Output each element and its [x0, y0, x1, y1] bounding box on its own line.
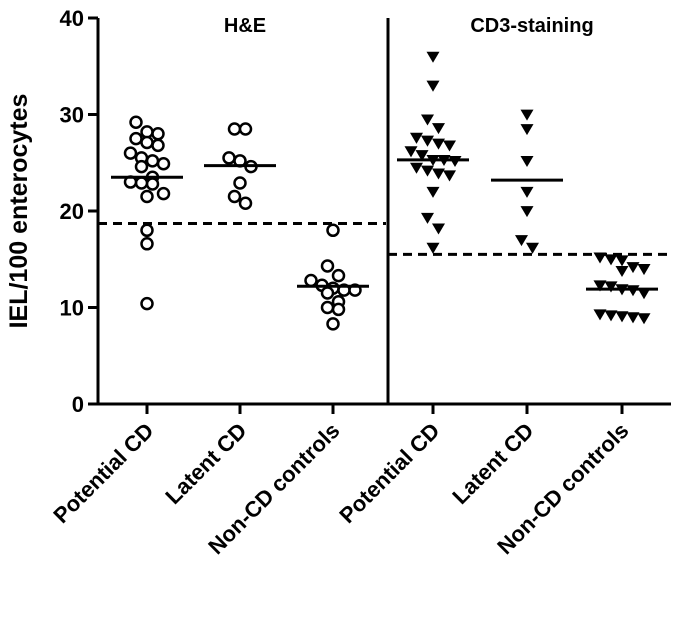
data-point — [604, 310, 618, 322]
data-point — [432, 138, 445, 150]
data-point — [593, 252, 607, 264]
data-point — [320, 300, 335, 315]
data-point — [304, 273, 318, 288]
data-point — [415, 150, 429, 162]
data-point — [426, 51, 440, 63]
data-point — [331, 268, 346, 283]
data-point — [151, 138, 165, 153]
x-tick-label: Latent CD — [160, 418, 251, 509]
data-point — [156, 156, 171, 171]
y-tick-label: 40 — [60, 6, 84, 31]
data-point — [227, 122, 242, 136]
data-point — [604, 281, 618, 293]
data-point — [123, 146, 138, 160]
data-point — [637, 313, 651, 325]
data-point — [615, 311, 629, 323]
y-axis-label: IEL/100 enterocytes — [5, 94, 33, 329]
data-point — [526, 242, 539, 254]
data-point — [615, 265, 629, 278]
panel-title: H&E — [224, 15, 266, 37]
data-point — [410, 162, 423, 174]
data-point — [326, 317, 340, 331]
data-point — [331, 302, 346, 317]
data-point — [426, 186, 440, 198]
data-point — [421, 212, 434, 224]
data-point — [448, 155, 462, 167]
data-point — [615, 255, 629, 267]
y-tick-label: 0 — [72, 392, 84, 417]
data-point — [129, 131, 143, 146]
data-point — [145, 154, 160, 168]
y-tick-label: 10 — [60, 296, 84, 321]
y-tick-label: 20 — [60, 199, 84, 224]
data-point — [233, 176, 247, 190]
data-point — [320, 286, 335, 300]
data-point — [140, 237, 154, 251]
data-point — [515, 235, 528, 247]
x-tick-label: Potential CD — [334, 418, 444, 528]
data-point — [604, 254, 618, 266]
data-point — [520, 124, 534, 136]
data-point — [134, 176, 149, 190]
data-point — [140, 135, 154, 150]
data-point — [140, 296, 154, 311]
data-point — [626, 285, 640, 297]
data-point — [626, 312, 640, 324]
data-point — [320, 259, 335, 273]
data-point — [134, 159, 149, 174]
data-point — [593, 309, 607, 321]
data-point — [520, 206, 534, 218]
data-point — [238, 122, 253, 136]
data-point — [156, 186, 171, 201]
data-point — [129, 115, 143, 129]
data-point — [404, 146, 418, 158]
data-point — [421, 135, 434, 147]
data-point — [520, 155, 534, 167]
data-point — [637, 264, 651, 276]
data-point — [432, 223, 445, 235]
data-point — [421, 165, 434, 177]
data-point — [326, 223, 340, 238]
data-point — [410, 132, 423, 144]
x-tick-label: Potential CD — [48, 418, 158, 528]
x-tick-label: Latent CD — [447, 418, 538, 509]
data-point — [426, 80, 440, 92]
data-point — [443, 170, 456, 182]
data-point — [238, 196, 253, 211]
data-point — [443, 140, 456, 152]
data-point — [432, 123, 445, 135]
data-point — [593, 280, 607, 292]
y-tick-label: 30 — [60, 103, 84, 128]
data-point — [222, 151, 236, 165]
data-point — [520, 109, 534, 121]
data-point — [140, 223, 154, 238]
data-point — [637, 288, 651, 300]
data-point — [432, 168, 445, 180]
data-point — [140, 125, 154, 139]
data-point — [151, 127, 165, 141]
data-point — [145, 177, 160, 191]
panel-title: CD3-staining — [470, 15, 593, 37]
data-point — [426, 242, 440, 254]
data-point — [140, 189, 154, 204]
data-point — [520, 186, 534, 198]
data-point — [626, 262, 640, 274]
data-point — [227, 189, 242, 204]
data-point — [421, 114, 434, 126]
